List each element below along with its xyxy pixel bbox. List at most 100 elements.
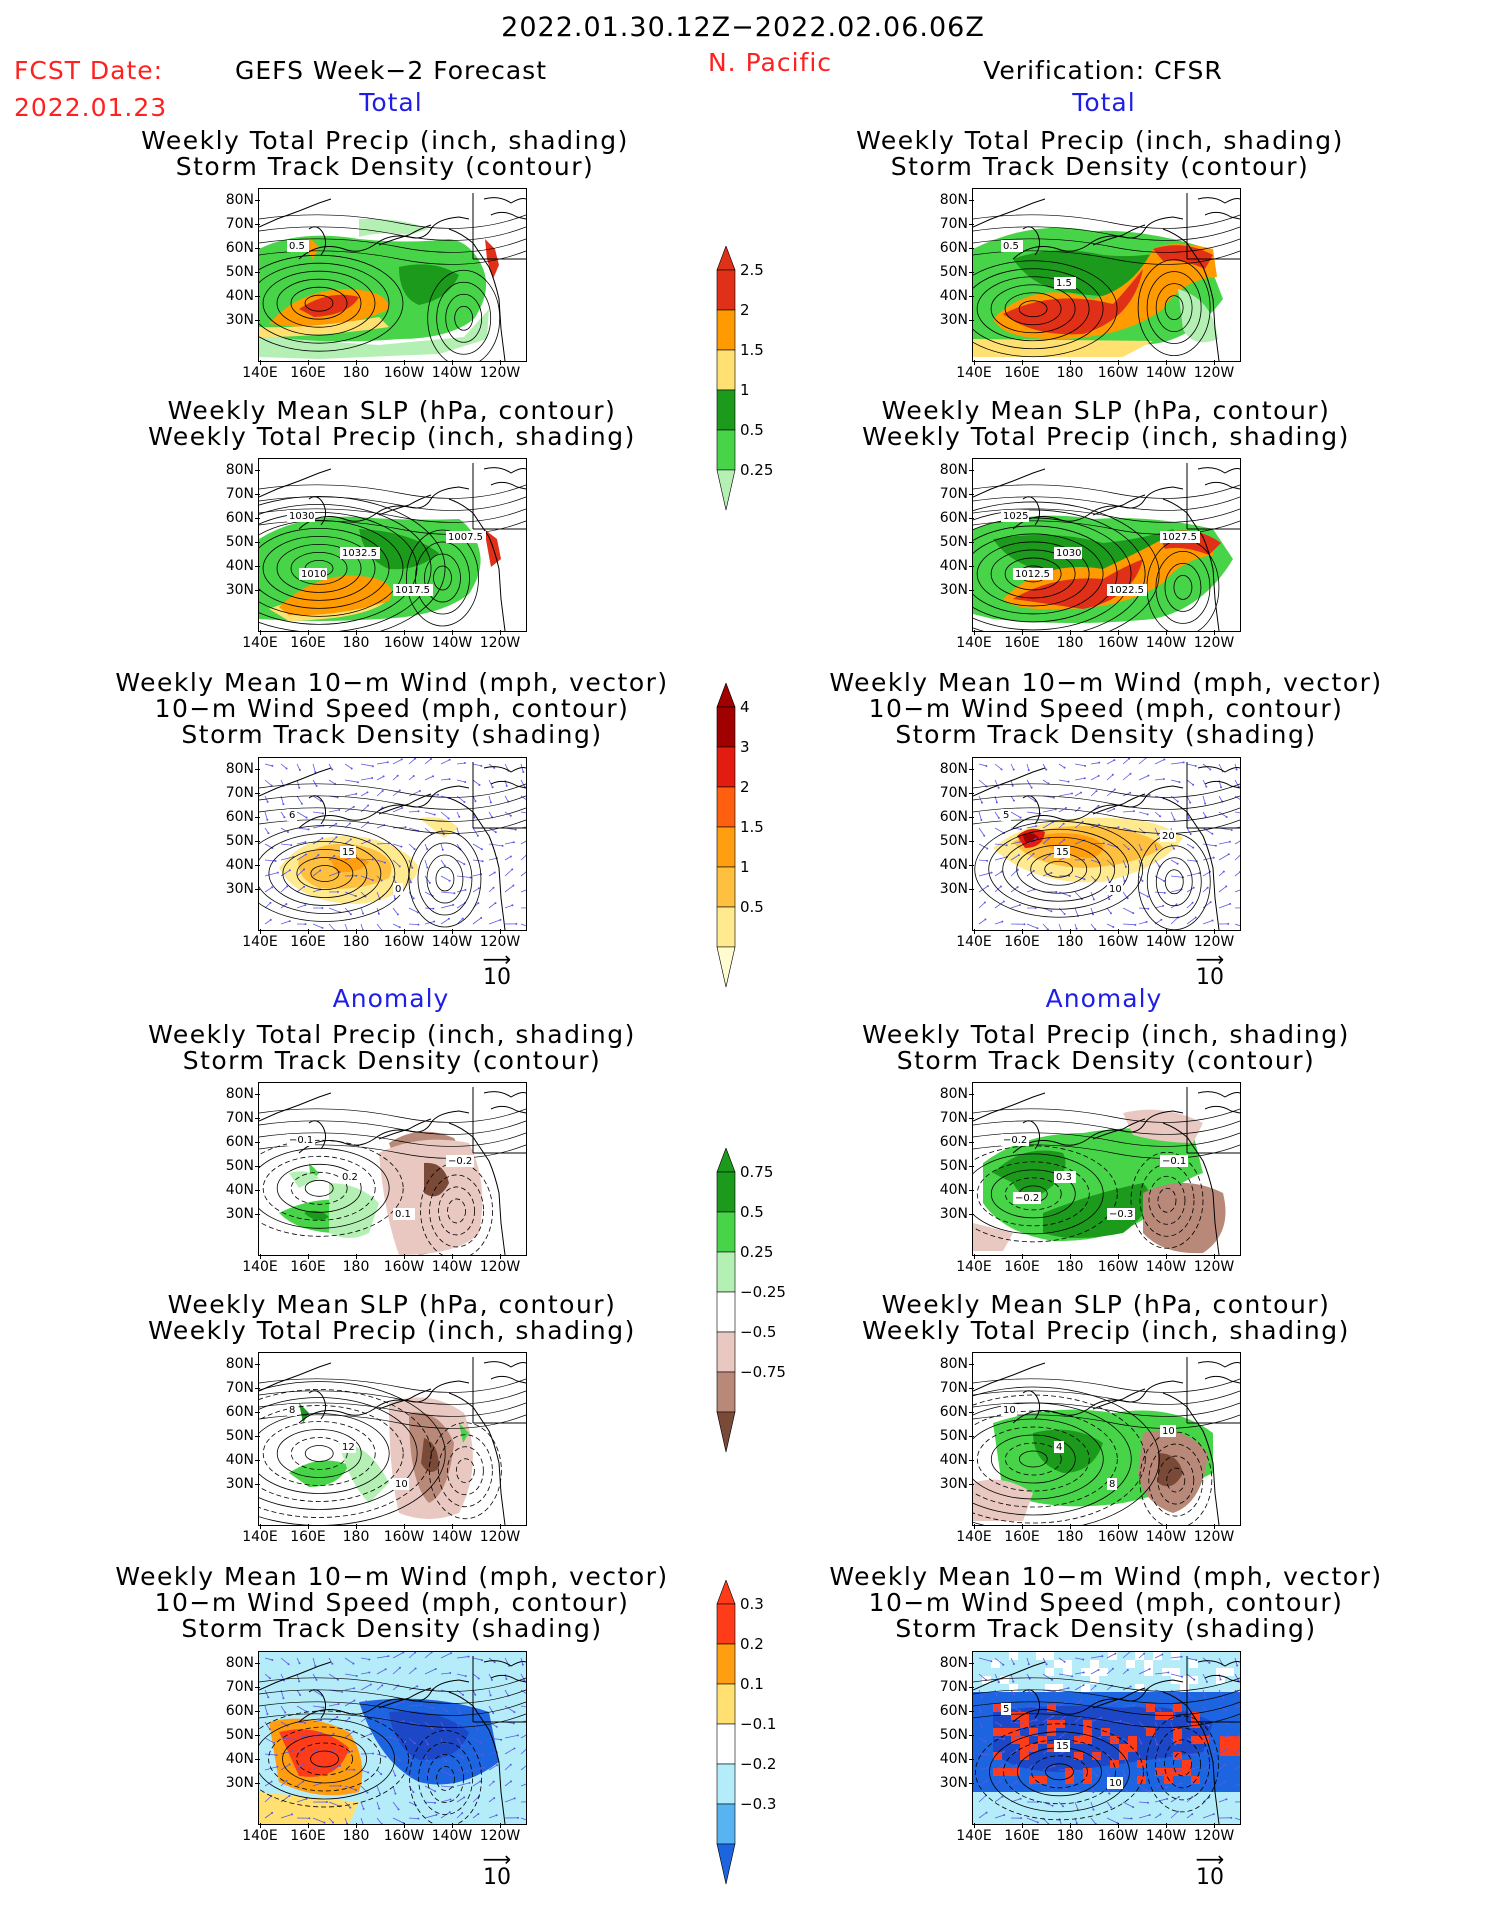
- lat-label: 60N: [939, 240, 968, 256]
- lon-label: 140E: [956, 934, 992, 950]
- panel-title-ras: Weekly Mean SLP (hPa, contour) Weekly Tot…: [862, 1290, 1350, 1345]
- colorbar-label: −0.25: [740, 1283, 786, 1301]
- colorbar-label: −0.75: [740, 1363, 786, 1381]
- lat-label: 50N: [225, 534, 254, 550]
- svg-text:−0.3: −0.3: [1109, 1209, 1133, 1220]
- panel-title-lap: Weekly Total Precip (inch, shading) Storm…: [148, 1020, 636, 1075]
- svg-text:−0.2: −0.2: [448, 1156, 472, 1167]
- lon-label: 160E: [290, 1529, 326, 1545]
- lat-label: 80N: [225, 462, 254, 478]
- colorbar-label: −0.3: [740, 1795, 777, 1813]
- svg-text:8: 8: [1109, 1479, 1115, 1490]
- svg-text:5: 5: [1003, 1704, 1009, 1715]
- lon-label: 120W: [1193, 1259, 1235, 1275]
- colorbar-label: 4: [740, 698, 750, 716]
- colorbar-label: 0.5: [740, 421, 764, 439]
- svg-text:4: 4: [1056, 1442, 1062, 1453]
- lon-label: 160E: [290, 635, 326, 651]
- lat-label: 30N: [939, 582, 968, 598]
- lat-label: 40N: [225, 558, 254, 574]
- lon-label: 160E: [290, 365, 326, 381]
- svg-text:20: 20: [1162, 831, 1175, 842]
- lon-label: 180: [342, 365, 370, 381]
- lon-label: 140W: [1145, 1259, 1187, 1275]
- lat-label: 70N: [939, 1110, 968, 1126]
- svg-text:1022.5: 1022.5: [1109, 585, 1144, 596]
- lat-label: 70N: [225, 1380, 254, 1396]
- lon-label: 160W: [1097, 635, 1139, 651]
- lat-label: 50N: [225, 264, 254, 280]
- lat-label: 80N: [939, 1655, 968, 1671]
- lon-label: 180: [1056, 635, 1084, 651]
- svg-text:−0.1: −0.1: [1162, 1156, 1186, 1167]
- lon-label: 120W: [479, 365, 521, 381]
- lon-label: 160W: [1097, 1259, 1139, 1275]
- period-title: 2022.01.30.12Z−2022.02.06.06Z: [501, 12, 985, 43]
- lon-label: 160W: [383, 365, 425, 381]
- lon-label: 140E: [956, 1828, 992, 1844]
- lat-label: 70N: [225, 1679, 254, 1695]
- lat-label: 30N: [939, 1206, 968, 1222]
- lon-label: 140E: [242, 934, 278, 950]
- lon-label: 160W: [1097, 934, 1139, 950]
- svg-text:6: 6: [289, 810, 295, 821]
- lon-label: 140W: [1145, 1529, 1187, 1545]
- map-las: 8 12 10: [258, 1352, 527, 1526]
- map-rtw: 5 15 10 20: [972, 757, 1241, 931]
- lat-label: 50N: [939, 833, 968, 849]
- svg-text:−0.2: −0.2: [1003, 1135, 1027, 1146]
- lon-label: 140W: [431, 1259, 473, 1275]
- lon-label: 140E: [956, 365, 992, 381]
- section-total-left: Total: [359, 88, 423, 117]
- panel-title-rtw: Weekly Mean 10−m Wind (mph, vector) 10−m …: [829, 668, 1383, 749]
- lat-label: 80N: [225, 761, 254, 777]
- lat-label: 70N: [225, 486, 254, 502]
- colorbar-precip_anom: [716, 1147, 736, 1472]
- panel-title-rtp: Weekly Total Precip (inch, shading) Storm…: [856, 126, 1344, 181]
- map-ltp: 0.5: [258, 188, 527, 362]
- map-rts: 1025 1030 1022.5 1027.5 1012.5: [972, 458, 1241, 632]
- lon-label: 180: [342, 934, 370, 950]
- fcst-label: FCST Date:: [14, 56, 164, 85]
- svg-text:1017.5: 1017.5: [395, 585, 430, 596]
- colorbar-label: 1.5: [740, 341, 764, 359]
- colorbar-track_anom: [716, 1579, 736, 1904]
- lat-label: 40N: [225, 1751, 254, 1767]
- svg-text:1030: 1030: [289, 511, 314, 522]
- lat-label: 50N: [225, 1158, 254, 1174]
- lon-label: 140W: [431, 934, 473, 950]
- svg-text:10: 10: [1003, 1405, 1016, 1416]
- colorbar-label: 1: [740, 858, 750, 876]
- fcst-date: 2022.01.23: [14, 93, 168, 122]
- svg-text:0.5: 0.5: [1003, 241, 1019, 252]
- lat-label: 70N: [225, 216, 254, 232]
- svg-text:0.3: 0.3: [1056, 1172, 1072, 1183]
- panel-title-ltw: Weekly Mean 10−m Wind (mph, vector) 10−m …: [115, 668, 669, 749]
- lon-label: 160W: [1097, 1529, 1139, 1545]
- panel-title-ltp: Weekly Total Precip (inch, shading) Storm…: [141, 126, 629, 181]
- svg-text:1.5: 1.5: [1056, 278, 1072, 289]
- lat-label: 70N: [225, 785, 254, 801]
- panel-title-rap: Weekly Total Precip (inch, shading) Storm…: [862, 1020, 1350, 1075]
- lat-label: 40N: [939, 1751, 968, 1767]
- lon-label: 160E: [1004, 934, 1040, 950]
- map-lap: −0.1 0.2 0.1 −0.2: [258, 1082, 527, 1256]
- lon-label: 180: [342, 1828, 370, 1844]
- lon-label: 140E: [242, 1828, 278, 1844]
- lat-label: 70N: [939, 1679, 968, 1695]
- lat-label: 70N: [939, 486, 968, 502]
- left-title: GEFS Week−2 Forecast: [234, 56, 548, 85]
- lat-label: 40N: [939, 1182, 968, 1198]
- lon-label: 140E: [242, 365, 278, 381]
- lon-label: 120W: [479, 635, 521, 651]
- lat-label: 70N: [225, 1110, 254, 1126]
- lon-label: 140E: [956, 1259, 992, 1275]
- svg-text:10: 10: [1109, 1778, 1122, 1789]
- lat-label: 60N: [939, 1134, 968, 1150]
- lon-label: 160W: [1097, 365, 1139, 381]
- colorbar-label: 0.5: [740, 898, 764, 916]
- lat-label: 60N: [225, 510, 254, 526]
- svg-text:1032.5: 1032.5: [342, 548, 377, 559]
- colorbar-label: 3: [740, 738, 750, 756]
- lat-label: 40N: [225, 288, 254, 304]
